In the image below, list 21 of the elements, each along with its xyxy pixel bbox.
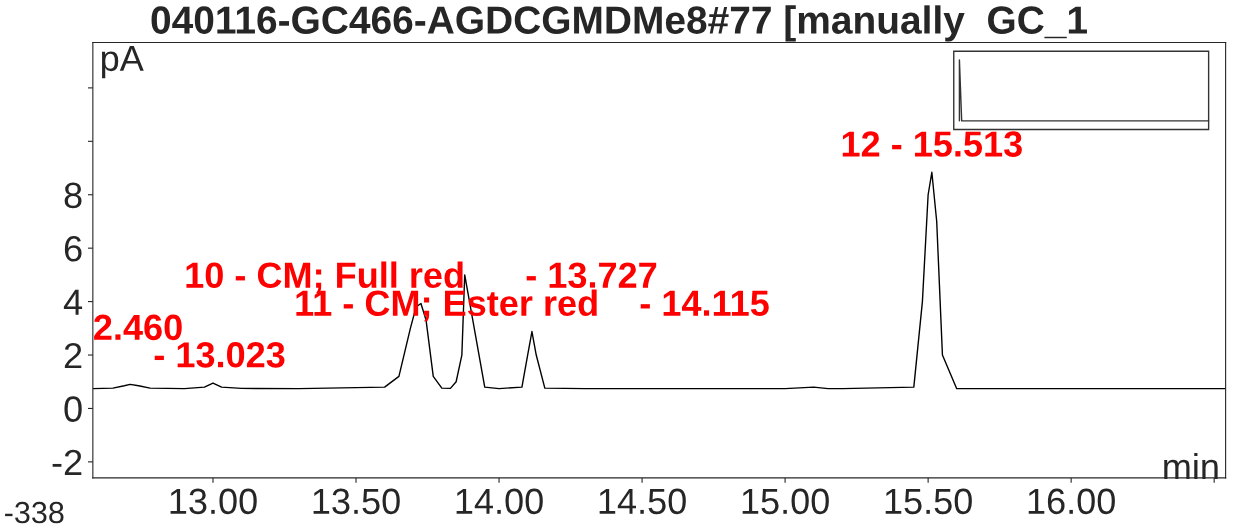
x-tick-label: 15.50 bbox=[885, 488, 972, 515]
x-tick-label: 16.00 bbox=[1028, 488, 1115, 515]
chart-title: 040116-GC466-AGDCGMDMe8#77 [manually GC_1 bbox=[151, 5, 1087, 42]
y-axis-title: pA bbox=[101, 45, 144, 79]
annotation: 12 - 15.513 bbox=[842, 131, 1022, 157]
x-axis-title: min bbox=[1164, 452, 1218, 480]
y-tick-label: 6 bbox=[64, 236, 82, 262]
y-tick-label: 8 bbox=[64, 182, 82, 209]
x-tick-label: 13.00 bbox=[170, 488, 257, 515]
line-series bbox=[92, 171, 1226, 390]
annotation: 2.460 bbox=[94, 314, 182, 341]
x-tick-label: 14.00 bbox=[456, 488, 543, 515]
annotation: - 13.023 bbox=[154, 342, 285, 368]
y-tick-label: -2 bbox=[52, 449, 82, 475]
x-tick-label: 15.00 bbox=[742, 488, 829, 515]
text: -338 bbox=[5, 501, 64, 524]
y-tick-label: 4 bbox=[63, 289, 83, 315]
y-tick-label: 2 bbox=[64, 342, 82, 369]
x-tick-label: 13.50 bbox=[313, 488, 400, 515]
x-tick-label: 14.50 bbox=[599, 488, 686, 515]
y-tick-label: 0 bbox=[64, 396, 82, 422]
